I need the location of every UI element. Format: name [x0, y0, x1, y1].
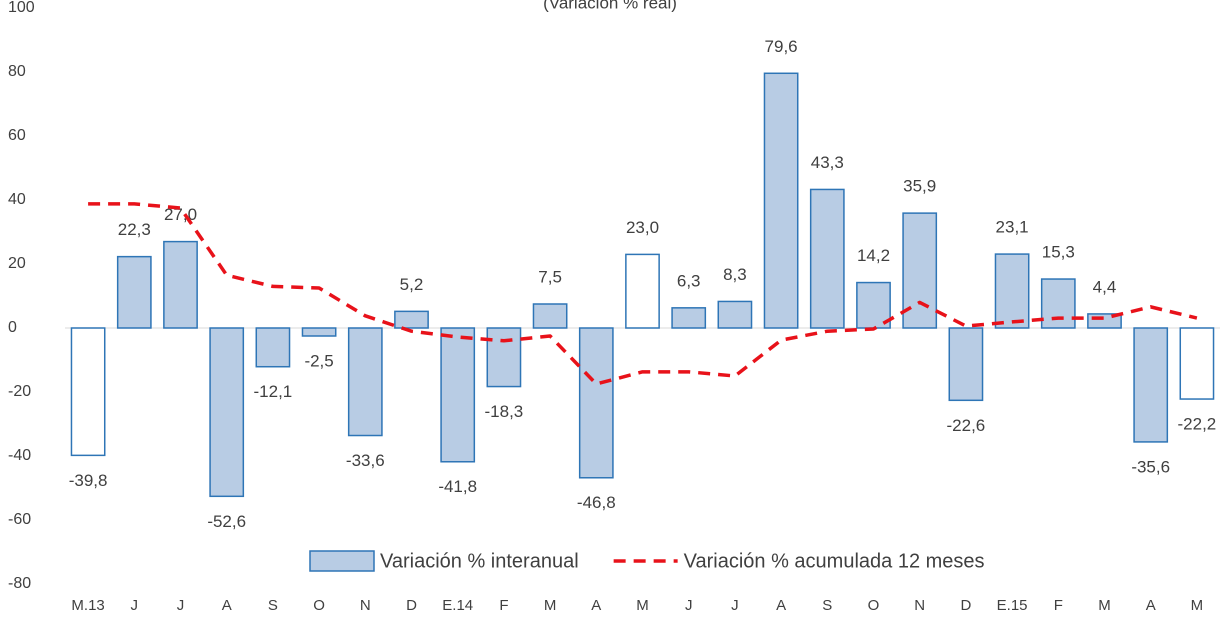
bar: [209, 327, 245, 498]
x-tick-label: F: [499, 597, 508, 614]
x-tick-label: J: [177, 597, 185, 614]
data-label: -22,2: [1178, 415, 1217, 434]
data-label: 23,1: [996, 218, 1029, 237]
data-label: -46,8: [577, 493, 616, 512]
data-label: -39,8: [69, 471, 108, 490]
x-tick-label: F: [1054, 597, 1063, 614]
y-tick-label: -80: [8, 575, 31, 592]
y-tick-label: 0: [8, 319, 17, 336]
y-tick-label: 100: [8, 0, 35, 16]
bar: [163, 240, 198, 329]
bar: [1040, 278, 1076, 329]
x-tick-label: J: [685, 597, 693, 614]
data-label: -52,6: [207, 512, 246, 531]
y-tick-label: 60: [8, 127, 26, 144]
y-tick-label: -20: [8, 383, 31, 400]
data-label: 4,4: [1093, 277, 1117, 296]
x-tick-label: O: [868, 597, 880, 614]
bar: [486, 327, 522, 388]
bar: [856, 281, 891, 329]
bar: [671, 307, 707, 329]
y-tick-label: 40: [8, 191, 26, 208]
bar: [116, 255, 152, 329]
bar: [994, 253, 1030, 329]
x-tick-label: N: [914, 597, 925, 614]
data-label: 43,3: [811, 153, 844, 172]
x-tick-label: M: [544, 597, 557, 614]
legend-swatch: [309, 550, 375, 572]
bar: [763, 72, 799, 329]
data-label: 7,5: [538, 267, 562, 286]
y-tick-label: -60: [8, 511, 31, 528]
y-tick-label: -40: [8, 447, 31, 464]
bar: [948, 327, 984, 402]
data-label: -35,6: [1131, 457, 1170, 476]
data-label: 5,2: [400, 275, 424, 294]
x-tick-label: A: [591, 597, 601, 614]
x-tick-label: J: [731, 597, 739, 614]
x-tick-label: J: [131, 597, 139, 614]
x-tick-label: O: [313, 597, 325, 614]
bar: [394, 310, 429, 329]
data-label: 23,0: [626, 218, 659, 237]
data-label: -18,3: [485, 402, 524, 421]
x-tick-label: M: [1098, 597, 1111, 614]
x-tick-label: E.14: [442, 597, 473, 614]
bar: [532, 303, 568, 329]
bar: [578, 327, 614, 479]
bar: [347, 327, 383, 437]
data-label: -41,8: [438, 477, 477, 496]
x-tick-label: S: [268, 597, 278, 614]
legend-label: Variación % acumulada 12 meses: [684, 550, 985, 572]
bar: [440, 327, 476, 463]
data-label: -12,1: [254, 382, 293, 401]
data-label: 22,3: [118, 220, 151, 239]
x-tick-label: A: [1146, 597, 1156, 614]
x-tick-label: N: [360, 597, 371, 614]
x-tick-label: A: [222, 597, 232, 614]
data-label: -2,5: [304, 351, 333, 370]
data-label: 6,3: [677, 271, 701, 290]
data-label: 79,6: [765, 37, 798, 56]
x-tick-label: A: [776, 597, 786, 614]
chart-subtitle: (Variación % real): [543, 0, 677, 12]
data-label: -33,6: [346, 451, 385, 470]
bar: [70, 327, 106, 457]
x-tick-label: S: [822, 597, 832, 614]
line: [88, 202, 1198, 386]
y-tick-label: 80: [8, 63, 26, 80]
bar: [717, 300, 753, 329]
bar: [301, 327, 337, 337]
data-label: -22,6: [947, 416, 986, 435]
data-label: 15,3: [1042, 243, 1075, 262]
bar: [1179, 327, 1215, 400]
x-tick-label: D: [960, 597, 971, 614]
bar: [255, 327, 291, 368]
y-tick-label: 20: [8, 255, 26, 272]
data-label: 8,3: [723, 265, 747, 284]
x-tick-label: M: [636, 597, 649, 614]
x-tick-label: M.13: [71, 597, 104, 614]
bar: [809, 188, 845, 329]
data-label: 35,9: [903, 177, 936, 196]
bar: [1133, 327, 1169, 443]
x-tick-label: E.15: [997, 597, 1028, 614]
legend-label: Variación % interanual: [380, 550, 579, 572]
x-tick-label: D: [406, 597, 417, 614]
data-label: 14,2: [857, 246, 890, 265]
bar: [625, 253, 660, 329]
x-tick-label: M: [1191, 597, 1204, 614]
